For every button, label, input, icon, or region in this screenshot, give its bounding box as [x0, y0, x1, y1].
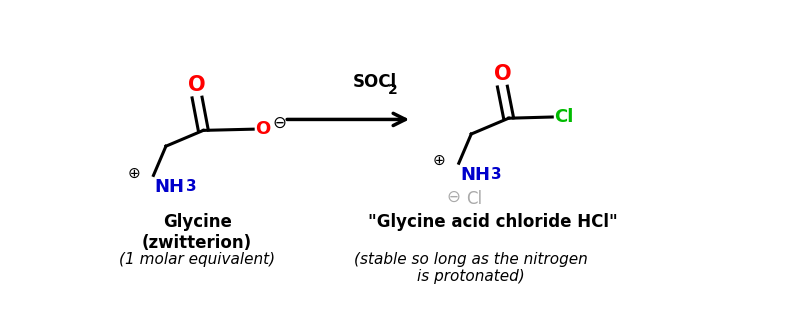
Text: Cl: Cl	[553, 108, 573, 126]
Text: Glycine
(zwitterion): Glycine (zwitterion)	[142, 213, 252, 252]
Text: Cl: Cl	[466, 190, 482, 208]
Text: 2: 2	[388, 83, 397, 97]
Text: O: O	[255, 120, 270, 138]
Text: ⊖: ⊖	[446, 188, 460, 206]
Text: 3: 3	[185, 179, 196, 194]
Text: NH: NH	[459, 166, 489, 184]
Text: 3: 3	[491, 167, 501, 182]
Text: NH: NH	[154, 178, 185, 196]
Text: O: O	[493, 64, 511, 84]
Text: ⊕: ⊕	[127, 166, 140, 180]
Text: SOCl: SOCl	[353, 73, 397, 91]
Text: "Glycine acid chloride HCl": "Glycine acid chloride HCl"	[368, 213, 618, 231]
Text: (1 molar equivalent): (1 molar equivalent)	[119, 252, 275, 267]
Text: (stable so long as the nitrogen
is protonated): (stable so long as the nitrogen is proto…	[354, 252, 587, 284]
Text: ⊖: ⊖	[272, 113, 286, 131]
Text: ⊕: ⊕	[432, 153, 445, 168]
Text: O: O	[188, 75, 206, 95]
